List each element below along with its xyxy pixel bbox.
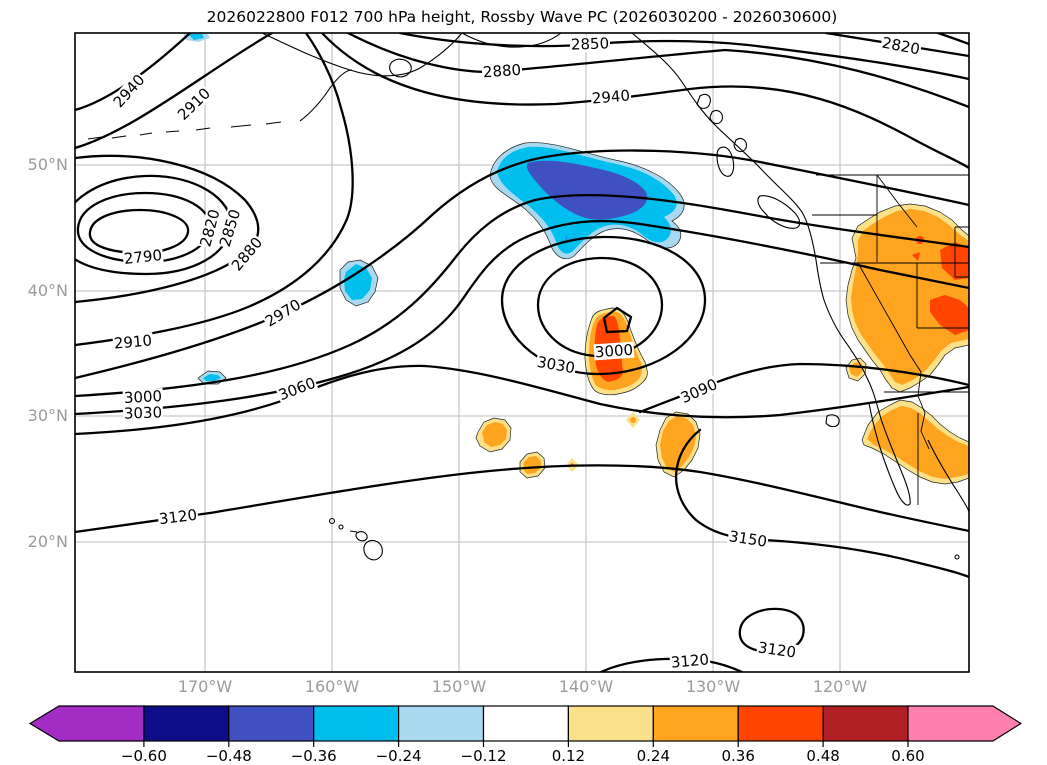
colorbar-bin (568, 706, 653, 741)
pos-patch-4-core (630, 417, 636, 423)
colorbar-bin (399, 706, 484, 741)
map-canvas: 2026022800 F012 700 hPa height, Rossby W… (0, 0, 1047, 765)
contour-label: 2970 (261, 295, 305, 331)
height-contours (60, 33, 969, 672)
coastlines (88, 33, 969, 560)
contour-label-text: 3060 (276, 374, 318, 404)
colorbar-tick-label: −0.60 (121, 747, 167, 765)
colorbar-tick-label: −0.48 (206, 747, 252, 765)
lon-tick-label: 120°W (813, 677, 868, 696)
contour-label: 2940 (590, 86, 631, 107)
lat-tick-label: 20°N (28, 532, 68, 551)
lon-tick-label: 130°W (686, 677, 741, 696)
contour-label-text: 3000 (594, 341, 633, 362)
contour-label: 3090 (677, 375, 721, 408)
colorbar: −0.60 −0.48 −0.36 −0.24 −0.12 0.12 0.24 0.36 0.4… (30, 706, 1021, 765)
lon-tick-label: 160°W (305, 677, 360, 696)
contour-label: 2880 (481, 61, 522, 82)
contour-label: 2910 (173, 84, 214, 125)
colorbar-tick-label: 0.48 (806, 747, 839, 765)
contour-label-text: 2790 (123, 246, 163, 268)
colorbar-bin (144, 706, 229, 741)
contour-label: 3120 (669, 650, 710, 671)
contour-label: 3120 (756, 638, 798, 661)
pos-region-upper (851, 209, 969, 385)
contour-label-text: 3150 (728, 527, 769, 551)
colorbar-tick-label: −0.36 (291, 747, 337, 765)
lat-tick-label: 40°N (28, 281, 68, 300)
contour-label: 3030 (123, 403, 164, 422)
colorbar-tick-label: −0.24 (376, 747, 422, 765)
colorbar-tick-label: 0.24 (637, 747, 670, 765)
colorbar-bin (823, 706, 908, 741)
contour-label: 3030 (535, 353, 578, 378)
contour-label-text: 3090 (678, 375, 720, 407)
lat-tick-label: 30°N (28, 406, 68, 425)
contour-label: 2820 (880, 33, 923, 58)
contour-label: 3060 (275, 373, 319, 404)
colorbar-bin (314, 706, 399, 741)
colorbar-bin (484, 706, 569, 741)
colorbar-tick-label: 0.60 (891, 747, 924, 765)
contour-labels: 2790282028502880291029102940294028802850… (109, 33, 922, 671)
contour-label-text: 3120 (670, 650, 710, 671)
contour-label-text: 3120 (158, 506, 198, 529)
contour-label-text: 3120 (757, 638, 797, 661)
lon-tick-label: 170°W (178, 677, 233, 696)
contour-label-text: 3030 (124, 403, 163, 422)
contour-label-text: 2970 (262, 295, 304, 330)
colorbar-bin (738, 706, 823, 741)
lon-tick-label: 150°W (432, 677, 487, 696)
colorbar-over-arrow (908, 706, 1021, 741)
colorbar-tick-label: 0.12 (552, 747, 585, 765)
contour-label-text: 2940 (591, 86, 631, 107)
contour-label-text: 2880 (482, 61, 521, 82)
weather-map-figure: 2026022800 F012 700 hPa height, Rossby W… (0, 0, 1047, 765)
contour-label: 2850 (570, 34, 611, 53)
chart-title: 2026022800 F012 700 hPa height, Rossby W… (207, 8, 838, 26)
contour-label-text: 2910 (113, 331, 153, 352)
lat-tick-label: 50°N (28, 155, 68, 174)
contour-label-text: 3030 (536, 353, 577, 377)
colorbar-bin (229, 706, 314, 741)
contour-label: 3120 (157, 506, 199, 529)
colorbar-bin (653, 706, 738, 741)
lon-tick-label: 140°W (559, 677, 614, 696)
graticule-gridlines (75, 33, 969, 672)
contour-label: 2910 (112, 331, 153, 352)
contour-label: 2790 (122, 246, 164, 268)
plot-border (75, 33, 969, 672)
contour-label: 3000 (593, 341, 634, 362)
contour-label-text: 2850 (571, 34, 610, 53)
contour-label-text: 2820 (881, 34, 922, 59)
axis-tick-labels: 170°W 160°W 150°W 140°W 130°W 120°W 50°N 40°N 30… (28, 155, 868, 696)
colorbar-under-arrow (30, 706, 144, 741)
contour-label: 3150 (727, 527, 769, 551)
colorbar-tick-label: 0.36 (721, 747, 754, 765)
colorbar-tick-label: −0.12 (461, 747, 507, 765)
